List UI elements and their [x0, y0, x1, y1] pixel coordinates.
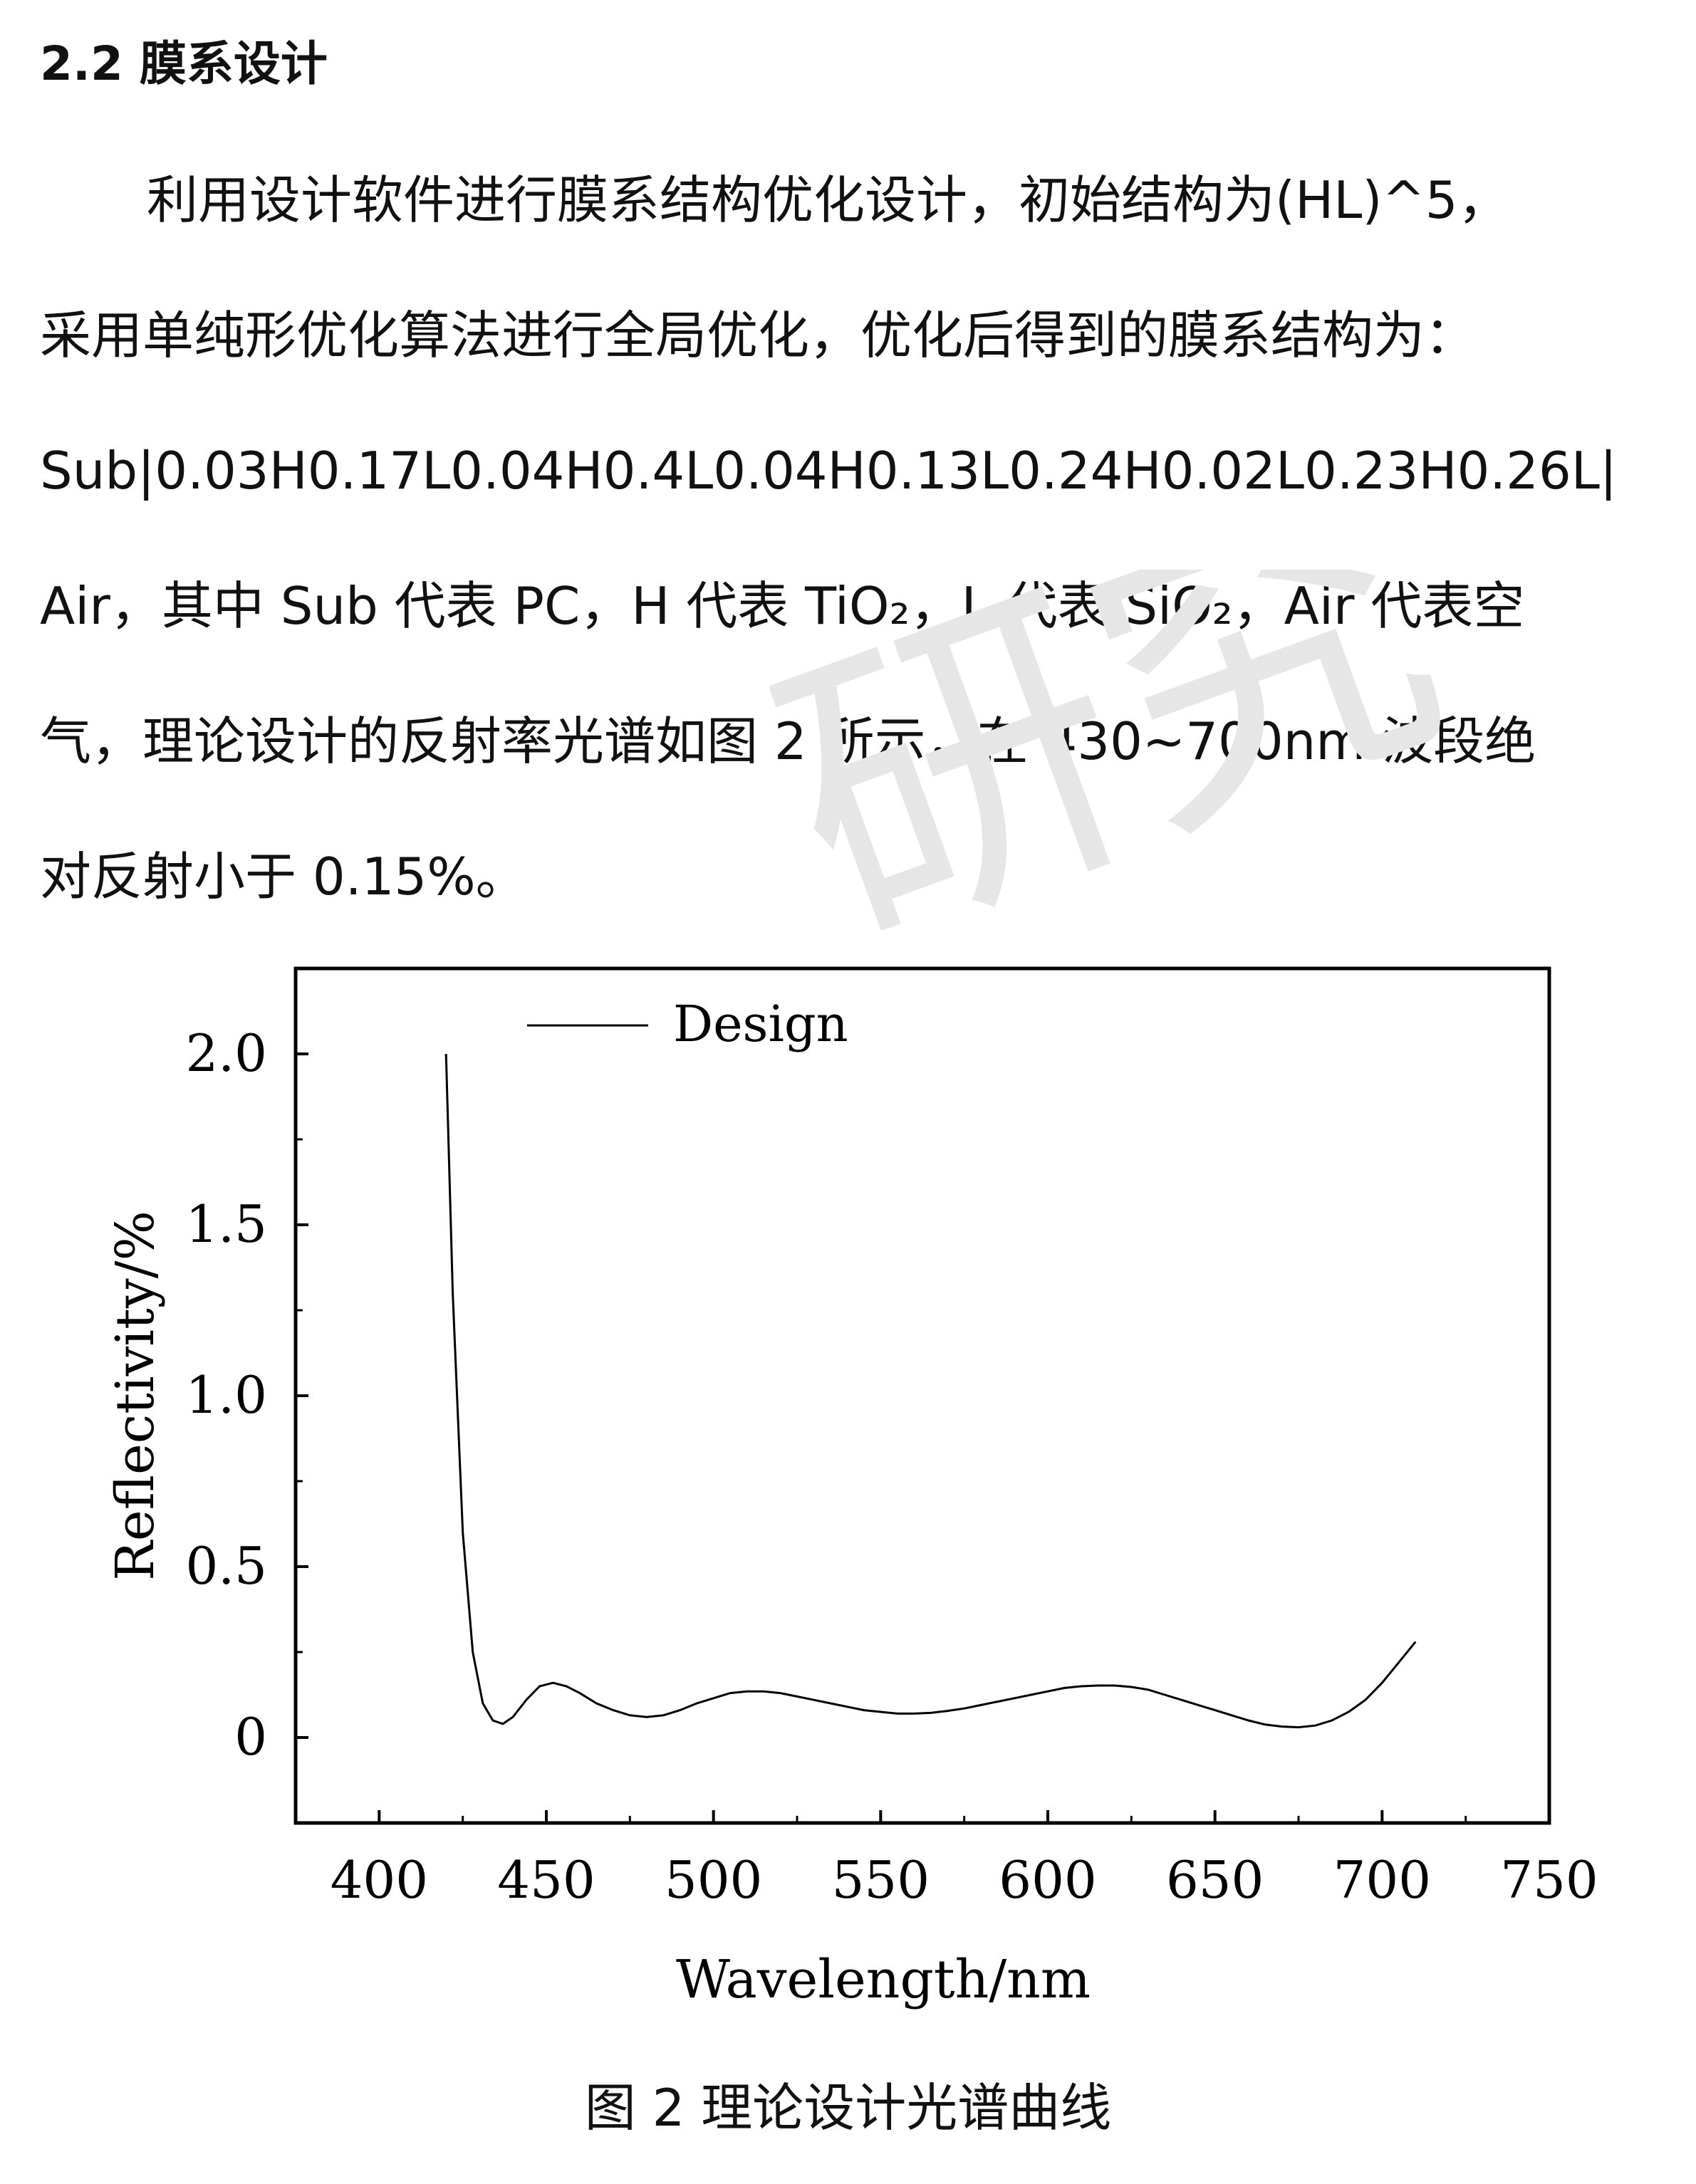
y-axis-ticks: 0 0.5 1.0 1.5 2.0 [185, 967, 308, 1824]
x-tick-label: 400 [331, 1850, 428, 1910]
paragraph-line-4: Air，其中 Sub 代表 PC，H 代表 TiO₂，L 代表 SiO₂，Air… [40, 576, 1525, 636]
paragraph-line-5: 气，理论设计的反射率光谱如图 2 所示，在 430~700nm 波段绝 [40, 711, 1536, 771]
x-tick-label: 600 [999, 1850, 1096, 1910]
y-tick-label: 1.5 [185, 1194, 267, 1254]
x-tick-label: 500 [665, 1850, 762, 1910]
paragraph-line-6: 对反射小于 0.15%。 [40, 847, 527, 906]
y-tick-label: 1.0 [185, 1365, 267, 1425]
x-tick-label: 750 [1500, 1850, 1598, 1910]
section-heading: 2.2 膜系设计 [40, 28, 328, 100]
x-axis-ticks: 400 450 500 550 600 650 700 750 [294, 1810, 1598, 1910]
legend-label: Design [673, 995, 848, 1053]
reflectance-chart: 400 450 500 550 600 650 700 750 0 0.5 1.0 1.5 2.0 D… [105, 966, 1598, 2010]
x-tick-label: 650 [1166, 1850, 1264, 1910]
paragraph-line-2: 采用单纯形优化算法进行全局优化，优化后得到的膜系结构为： [40, 305, 1477, 365]
design-curve [444, 1053, 1417, 1729]
section-number: 2.2 [40, 36, 123, 91]
y-tick-label: 0 [234, 1707, 267, 1767]
x-tick-label: 550 [832, 1850, 930, 1910]
body-paragraph: 利用设计软件进行膜系结构优化设计，初始结构为(HL)^5， 采用单纯形优化算法进… [40, 132, 1657, 944]
y-tick-label: 0.5 [185, 1536, 267, 1596]
y-axis-label: Reflectivity/% [105, 1211, 166, 1581]
paragraph-line-1: 利用设计软件进行膜系结构优化设计，初始结构为(HL)^5， [147, 170, 1509, 230]
paragraph-line-3: Sub|0.03H0.17L0.04H0.4L0.04H0.13L0.24H0.… [40, 441, 1618, 501]
section-title: 膜系设计 [139, 36, 328, 91]
legend: Design [527, 995, 848, 1053]
figure-caption: 图 2 理论设计光谱曲线 [584, 2078, 1112, 2138]
watermark: 研究 [769, 570, 1482, 940]
plot-frame [293, 966, 1551, 1825]
x-tick-label: 700 [1333, 1850, 1431, 1910]
x-tick-label: 450 [497, 1850, 595, 1910]
x-axis-label: Wavelength/nm [676, 1949, 1091, 2010]
y-tick-label: 2.0 [185, 1023, 267, 1083]
watermark-text: 研究 [769, 570, 1482, 940]
